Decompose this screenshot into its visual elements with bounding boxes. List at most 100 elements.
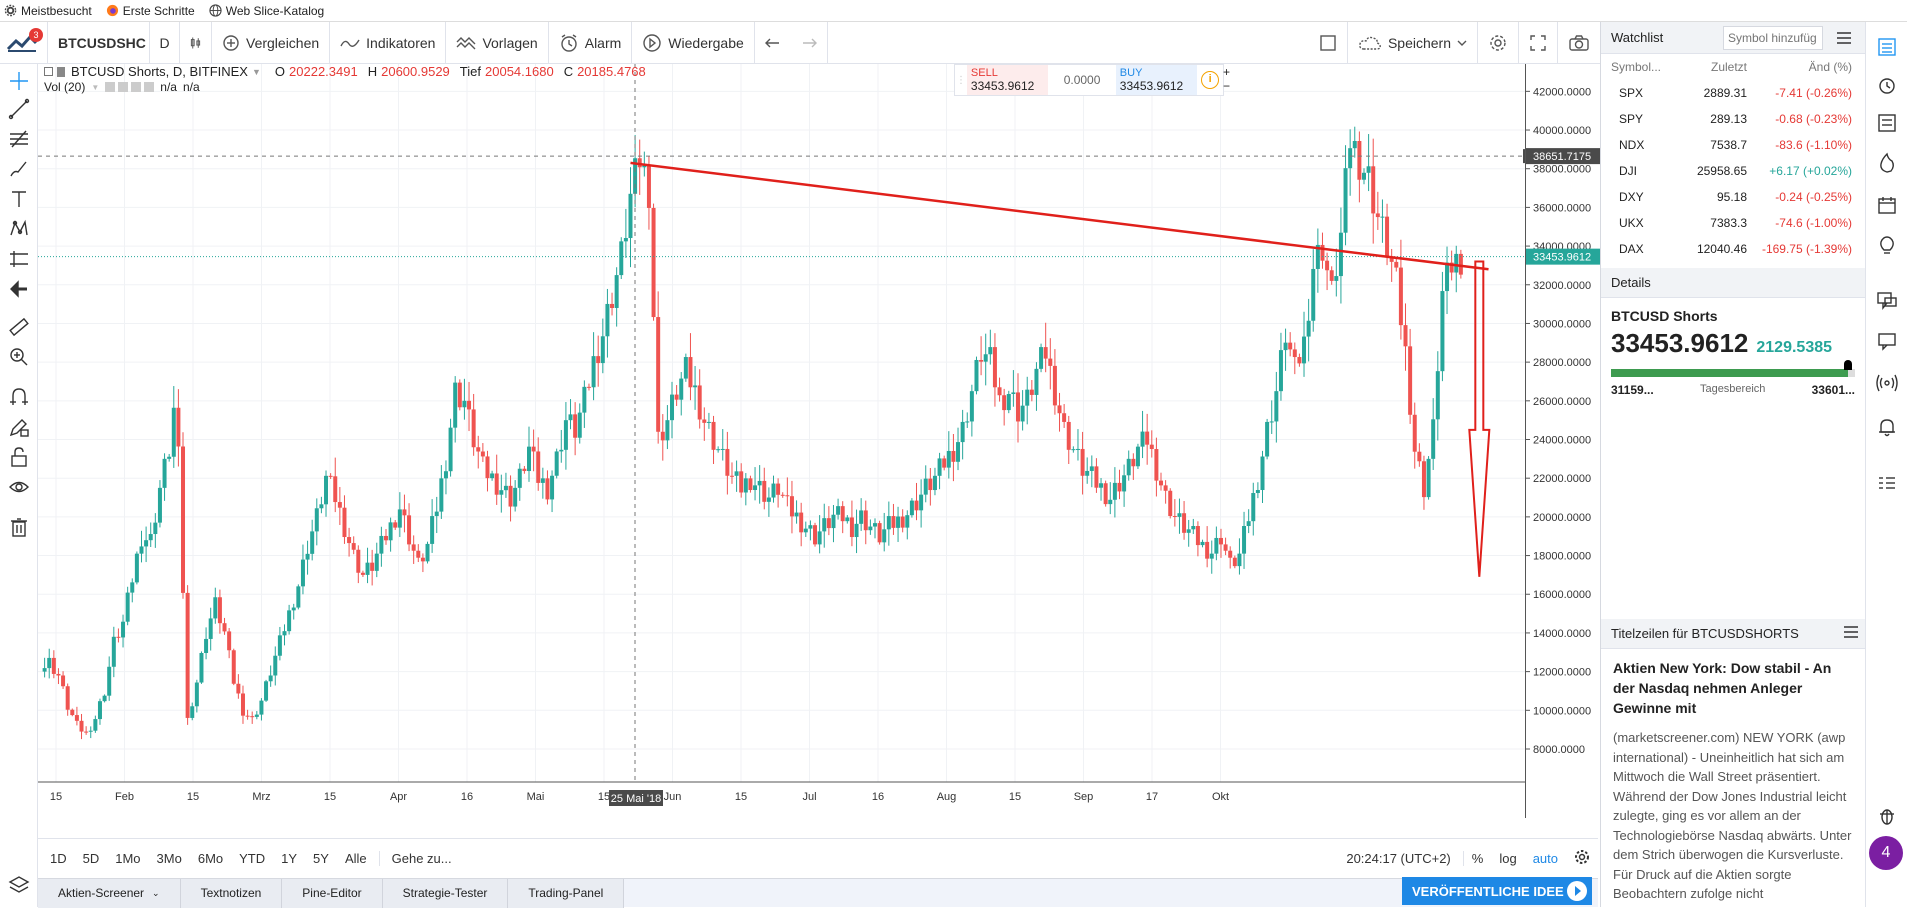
settings-button[interactable] <box>1478 21 1519 64</box>
log-toggle[interactable]: log <box>1499 851 1517 866</box>
range-1mo[interactable]: 1Mo <box>115 851 141 866</box>
watchlist-row[interactable]: NDX 7538.7 -83.6 (-1.10%) <box>1601 132 1865 158</box>
legend-title[interactable]: BTCUSD Shorts, D, BITFINEX <box>71 64 248 79</box>
axis-settings-button[interactable] <box>1566 849 1598 868</box>
templates-button[interactable]: Vorlagen <box>446 21 549 64</box>
watchlist-row[interactable]: SPX 2889.31 -7.41 (-0.26%) <box>1601 80 1865 106</box>
tab-stock-screener[interactable]: Aktien-Screener ⌄ <box>38 878 181 908</box>
dom-button[interactable] <box>1876 472 1898 494</box>
crosshair-tool[interactable] <box>8 70 30 92</box>
range-5y[interactable]: 5Y <box>313 851 329 866</box>
auto-toggle[interactable]: auto <box>1532 851 1558 866</box>
undo-button[interactable] <box>755 22 791 64</box>
range-all[interactable]: Alle <box>344 851 367 866</box>
col-change[interactable]: Änd (%) <box>1808 60 1852 74</box>
layout-button[interactable] <box>1309 21 1348 64</box>
indicators-button[interactable]: Indikatoren <box>330 21 447 64</box>
brush-tool[interactable] <box>8 158 30 180</box>
save-button[interactable]: Speichern <box>1348 21 1478 64</box>
watchlist-menu-button[interactable] <box>1827 26 1861 50</box>
add-symbol-input[interactable] <box>1723 25 1823 50</box>
snapshot-button[interactable] <box>1558 22 1600 64</box>
watchlist-row[interactable]: DAX 12040.46 -169.75 (-1.39%) <box>1601 236 1865 262</box>
chart-style-button[interactable] <box>180 21 212 64</box>
time-tick-label: Apr <box>390 791 407 803</box>
prediction-tool[interactable] <box>8 248 30 270</box>
pattern-tool[interactable] <box>8 218 30 240</box>
object-tree-tool[interactable] <box>8 874 30 896</box>
ideas-button[interactable] <box>1876 234 1898 256</box>
col-symbol[interactable]: Symbol... <box>1611 60 1662 74</box>
tab-pine-editor[interactable]: Pine-Editor <box>282 878 383 908</box>
range-6mo[interactable]: 6Mo <box>197 851 224 866</box>
alarm-button[interactable]: Alarm <box>549 21 633 64</box>
fullscreen-button[interactable] <box>1519 21 1558 64</box>
price-axis[interactable]: 42000.0000 40000.0000 38000.0000 36000.0000… <box>1525 64 1600 818</box>
tab-strategy-tester[interactable]: Strategie-Tester <box>382 878 509 908</box>
publish-idea-button[interactable]: VERÖFFENTLICHE IDEE <box>1402 877 1592 905</box>
private-chats-button[interactable] <box>1876 330 1898 352</box>
lock-all-tool[interactable] <box>8 446 30 468</box>
volume-label[interactable]: Vol (20) <box>44 80 86 94</box>
drag-handle[interactable]: ⋮ <box>955 74 966 86</box>
data-window-button[interactable] <box>1876 112 1898 134</box>
volume-menu-icon[interactable]: ▼ <box>91 82 100 92</box>
range-3mo[interactable]: 3Mo <box>156 851 182 866</box>
goto-date-button[interactable]: Gehe zu... <box>378 851 460 866</box>
zoom-tool[interactable] <box>8 346 30 368</box>
legend-menu-icon[interactable]: ▼ <box>251 66 261 77</box>
watchlist-row[interactable]: SPY 289.13 -0.68 (-0.23%) <box>1601 106 1865 132</box>
visibility-tool[interactable] <box>8 476 30 498</box>
buy-button[interactable]: BUY 33453.9612 <box>1115 65 1198 95</box>
compare-button[interactable]: Vergleichen <box>212 21 331 64</box>
candle-body <box>273 655 278 676</box>
trade-info-button[interactable]: i <box>1197 65 1223 95</box>
tab-text-notes[interactable]: Textnotizen <box>180 878 283 908</box>
streams-button[interactable] <box>1876 372 1898 394</box>
alerts-panel-button[interactable] <box>1876 74 1898 96</box>
bookmark-getting-started[interactable]: Erste Schritte <box>106 4 195 18</box>
magnet-tool[interactable] <box>8 386 30 408</box>
clock[interactable]: 20:24:17 (UTC+2) <box>1338 851 1464 866</box>
replay-button[interactable]: Wiedergabe <box>632 21 755 64</box>
percent-toggle[interactable]: % <box>1471 851 1484 866</box>
bug-report-button[interactable] <box>1876 804 1898 826</box>
range-1y[interactable]: 1Y <box>281 851 298 866</box>
watchlist-row[interactable]: DXY 95.18 -0.24 (-0.25%) <box>1601 184 1865 210</box>
symbol-search-button[interactable]: BTCUSDSHC <box>48 21 150 64</box>
calendar-button[interactable] <box>1876 194 1898 216</box>
measure-tool[interactable] <box>8 316 30 338</box>
price-chart[interactable]: 15 Feb 15 Mrz 15 Apr 16 Mai 15 Jun 15 Jul 16 Aug 15 Sep… <box>38 64 1598 818</box>
bookmark-most-visited[interactable]: Meistbesucht <box>4 4 92 18</box>
watchlist-panel-button[interactable] <box>1876 36 1898 58</box>
tradingview-logo[interactable]: 3 <box>0 21 48 64</box>
bookmark-web-slice[interactable]: Web Slice-Katalog <box>209 4 324 18</box>
news-item[interactable]: Aktien New York: Dow stabil - An der Nas… <box>1601 658 1865 904</box>
back-arrow-tool[interactable] <box>8 278 30 300</box>
notifications-button[interactable] <box>1876 416 1898 438</box>
tab-trading-panel[interactable]: Trading-Panel <box>508 878 625 908</box>
col-last[interactable]: Zuletzt <box>1710 60 1747 74</box>
interval-button[interactable]: D <box>150 21 180 64</box>
chats-button[interactable] <box>1876 290 1898 312</box>
delete-tool[interactable] <box>8 516 30 538</box>
sell-button[interactable]: SELL 33453.9612 <box>966 65 1049 95</box>
fib-tool[interactable] <box>8 128 30 150</box>
news-menu-button[interactable] <box>1843 626 1859 641</box>
collapse-legend-icon[interactable] <box>44 67 53 76</box>
redo-button[interactable] <box>791 21 828 64</box>
range-1d[interactable]: 1D <box>50 851 67 866</box>
chat-badge-button[interactable]: 4 <box>1869 836 1903 870</box>
watchlist-row[interactable]: UKX 7383.3 -74.6 (-1.00%) <box>1601 210 1865 236</box>
chart-pane[interactable]: 15 Feb 15 Mrz 15 Apr 16 Mai 15 Jun 15 Jul 16 Aug 15 Sep… <box>38 64 1598 838</box>
volume-settings-icons[interactable] <box>105 82 155 92</box>
watchlist-row[interactable]: DJI 25958.65 +6.17 (+0.02%) <box>1601 158 1865 184</box>
lock-draw-tool[interactable] <box>8 416 30 438</box>
range-5d[interactable]: 5D <box>82 851 100 866</box>
candle-body <box>1052 365 1057 406</box>
trendline-tool[interactable] <box>8 98 30 120</box>
hotlists-button[interactable] <box>1876 152 1898 174</box>
text-tool[interactable] <box>8 188 30 210</box>
range-ytd[interactable]: YTD <box>239 851 266 866</box>
news-headline[interactable]: Aktien New York: Dow stabil - An der Nas… <box>1613 660 1832 716</box>
